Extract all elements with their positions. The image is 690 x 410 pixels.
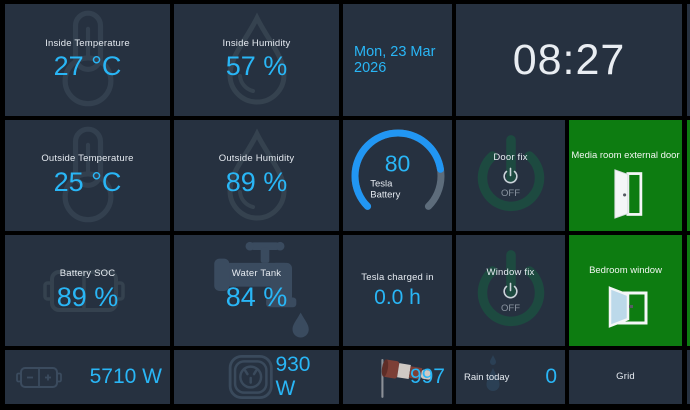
tile-value: 84 % bbox=[225, 281, 288, 312]
switch-label: Window fix bbox=[486, 266, 535, 278]
tile-date[interactable]: Mon, 23 Mar 2026 bbox=[343, 4, 452, 116]
tile-label: Inside Temperature bbox=[45, 37, 130, 49]
next-column-sliver bbox=[687, 4, 690, 116]
tile-media-room-external-door[interactable]: Media room external door bbox=[569, 120, 682, 231]
tile-value: 0 bbox=[545, 365, 557, 388]
switch-label: Door fix bbox=[493, 151, 528, 163]
tile-value: 27 °C bbox=[53, 51, 122, 82]
switch-state: OFF bbox=[501, 188, 520, 200]
battery-icon bbox=[42, 269, 125, 312]
tile-tesla-battery[interactable]: 80 Tesla Battery bbox=[343, 120, 452, 231]
switch-state: OFF bbox=[501, 303, 520, 315]
tile-label: Outside Temperature bbox=[41, 153, 134, 165]
gauge-label: Tesla Battery bbox=[370, 178, 401, 201]
tile-label: Outside Humidity bbox=[218, 153, 295, 165]
battery-dc-icon bbox=[16, 367, 62, 388]
tesla-battery-gauge-value-arc bbox=[351, 129, 444, 222]
tesla-battery-gauge bbox=[351, 129, 444, 222]
tile-value: 0.0 h bbox=[374, 286, 421, 310]
thermometer-icon bbox=[62, 10, 113, 107]
tile-inside-humidity[interactable]: Inside Humidity 57 % bbox=[174, 4, 339, 116]
tile-label: Rain today bbox=[464, 371, 510, 383]
door-label: Media room external door bbox=[571, 150, 680, 161]
tile-water-tank[interactable]: Water Tank 84 % bbox=[174, 235, 339, 346]
tile-door-fix-switch[interactable]: Door fix OFF bbox=[456, 120, 565, 231]
thermometer-icon bbox=[62, 126, 113, 222]
clock-text: 08:27 bbox=[512, 35, 626, 84]
water-drop-icon bbox=[226, 12, 287, 105]
tile-grid: Inside Temperature 27 °C Inside Humidity… bbox=[5, 4, 682, 404]
tile-outside-humidity[interactable]: Outside Humidity 89 % bbox=[174, 120, 339, 231]
windsock-icon bbox=[381, 358, 432, 398]
tile-rain-today[interactable]: Rain today 0 bbox=[456, 350, 565, 404]
tile-value: 89 % bbox=[225, 166, 288, 197]
window-open-icon bbox=[608, 286, 647, 328]
tile-bedroom-window[interactable]: Bedroom window bbox=[569, 235, 682, 346]
next-column-sliver bbox=[687, 120, 690, 231]
water-drop-icon bbox=[226, 127, 287, 220]
tile-label: Grid bbox=[616, 371, 635, 383]
tile-label: Tesla charged in bbox=[361, 271, 434, 283]
faucet-icon bbox=[213, 241, 309, 337]
tile-value: 25 °C bbox=[53, 166, 122, 197]
date-text: Mon, 23 Mar 2026 bbox=[354, 44, 436, 76]
tile-pressure[interactable]: 997 bbox=[343, 350, 452, 404]
tile-label: Inside Humidity bbox=[222, 37, 291, 49]
tile-value: 89 % bbox=[56, 281, 119, 312]
tile-battery-power[interactable]: 5710 W bbox=[5, 350, 170, 404]
window-label: Bedroom window bbox=[589, 265, 662, 276]
tile-value: 930 W bbox=[275, 353, 311, 400]
tile-value: 997 bbox=[409, 365, 445, 388]
tile-value: 57 % bbox=[225, 51, 288, 82]
power-outlet-icon bbox=[228, 355, 273, 399]
tile-socket-power[interactable]: 930 W bbox=[174, 350, 339, 404]
rain-drop-icon bbox=[486, 355, 500, 391]
tile-label: Water Tank bbox=[231, 268, 282, 280]
power-icon bbox=[503, 282, 518, 299]
tile-battery-soc[interactable]: Battery SOC 89 % bbox=[5, 235, 170, 346]
tile-inside-temperature[interactable]: Inside Temperature 27 °C bbox=[5, 4, 170, 116]
tile-window-fix-switch[interactable]: Window fix OFF bbox=[456, 235, 565, 346]
power-icon bbox=[503, 167, 518, 184]
tile-label: Battery SOC bbox=[59, 268, 116, 280]
tile-clock[interactable]: 08:27 bbox=[456, 4, 682, 116]
tile-grid[interactable]: Grid bbox=[569, 350, 682, 404]
tile-tesla-charged-in[interactable]: Tesla charged in 0.0 h bbox=[343, 235, 452, 346]
door-open-icon bbox=[613, 169, 642, 219]
gauge-value: 80 bbox=[384, 149, 411, 176]
tile-value: 5710 W bbox=[89, 365, 162, 388]
next-column-sliver bbox=[687, 235, 690, 346]
next-column-sliver bbox=[687, 350, 690, 404]
tile-outside-temperature[interactable]: Outside Temperature 25 °C bbox=[5, 120, 170, 231]
